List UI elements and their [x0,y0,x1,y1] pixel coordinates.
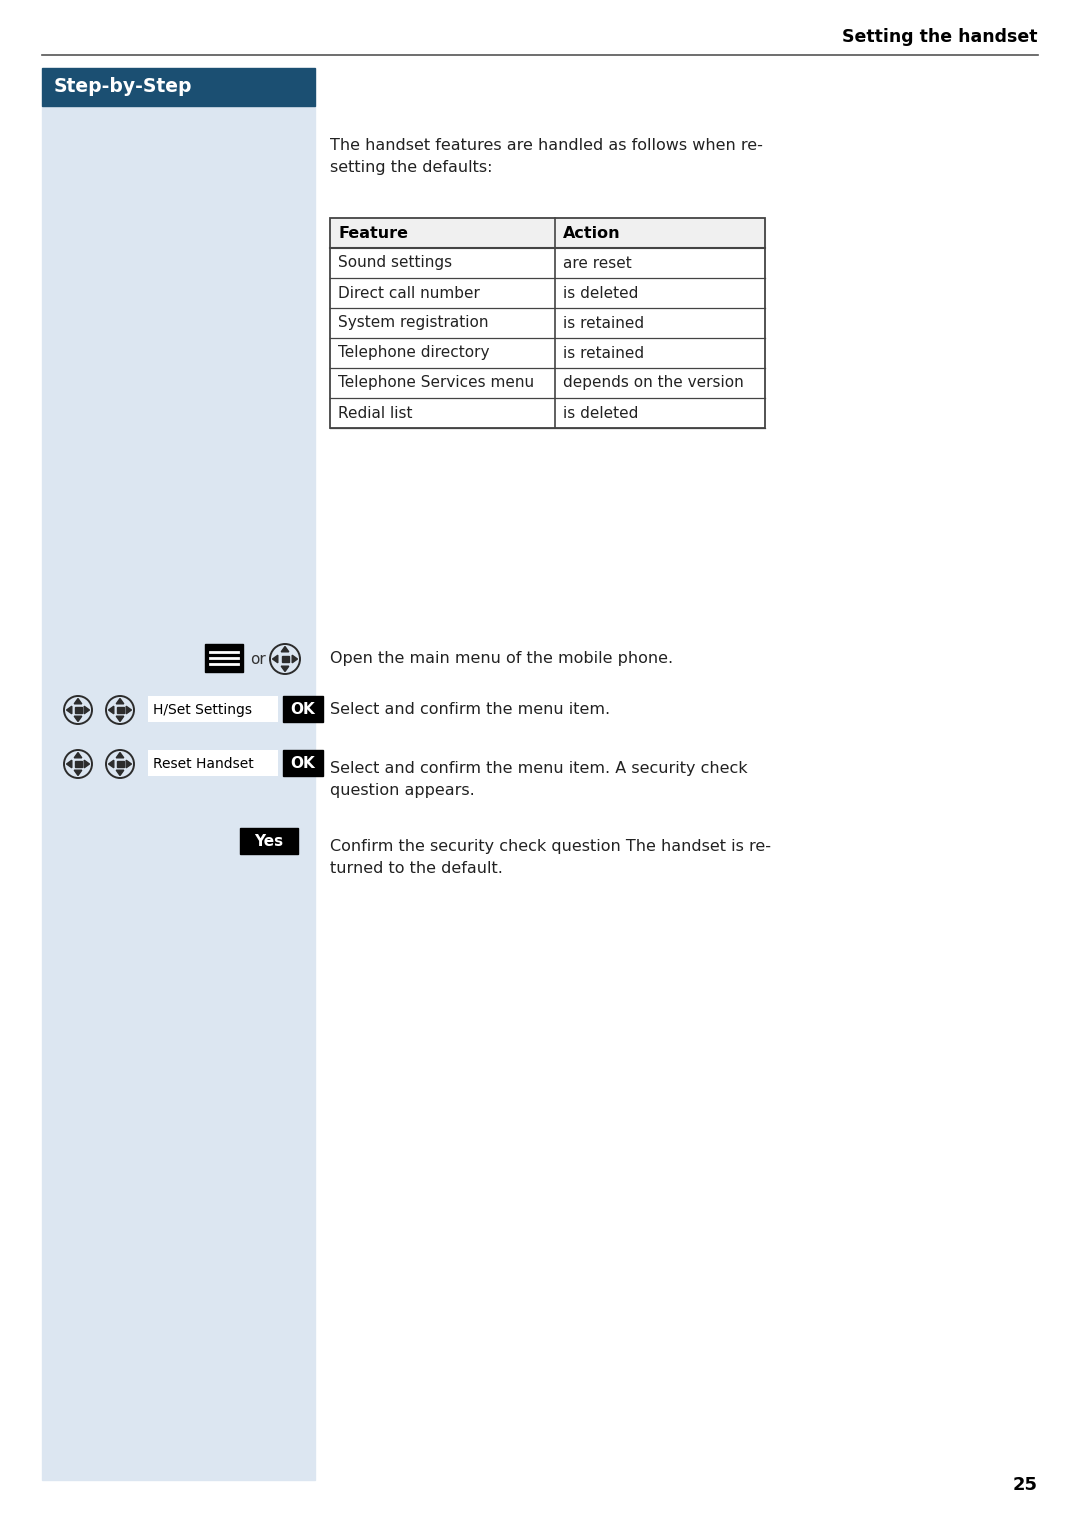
Bar [42,106,315,1480]
Text: Feature: Feature [338,225,408,240]
Bar [117,706,123,713]
Bar [282,656,288,662]
Text: Redial list: Redial list [338,405,413,420]
Text: Step-by-Step: Step-by-Step [54,78,192,96]
Text: is retained: is retained [563,315,644,330]
Text: Direct call number: Direct call number [338,286,480,301]
Polygon shape [281,647,288,651]
Polygon shape [75,716,82,722]
Bar [148,696,278,722]
Bar [330,219,765,428]
Text: System registration: System registration [338,315,488,330]
Polygon shape [117,699,124,703]
Text: 25: 25 [1013,1475,1038,1494]
Bar [205,644,243,673]
Text: Sound settings: Sound settings [338,255,453,271]
Polygon shape [67,760,71,768]
Polygon shape [117,752,124,758]
Text: OK: OK [291,702,315,717]
Bar [42,67,315,106]
Polygon shape [293,656,297,662]
Text: Telephone directory: Telephone directory [338,346,489,361]
Bar [75,706,81,713]
Bar [117,761,123,768]
Text: Select and confirm the menu item.: Select and confirm the menu item. [330,702,610,717]
Polygon shape [108,706,113,714]
Text: H/Set Settings: H/Set Settings [153,703,252,717]
Polygon shape [281,667,288,671]
Polygon shape [67,706,71,714]
Bar [240,829,298,855]
Text: OK: OK [291,757,315,772]
Polygon shape [126,760,132,768]
Bar [283,696,323,722]
Bar [148,751,278,777]
Polygon shape [272,656,278,662]
Text: Setting the handset: Setting the handset [842,28,1038,46]
Polygon shape [75,699,82,703]
Text: Telephone Services menu: Telephone Services menu [338,376,535,390]
Text: Confirm the security check question The handset is re-
turned to the default.: Confirm the security check question The … [330,839,771,876]
Text: are reset: are reset [563,255,632,271]
Polygon shape [84,760,90,768]
Polygon shape [117,716,124,722]
Bar [283,751,323,777]
Polygon shape [117,771,124,775]
Text: Select and confirm the menu item. A security check
question appears.: Select and confirm the menu item. A secu… [330,761,747,798]
Text: or: or [249,651,266,667]
Text: depends on the version: depends on the version [563,376,744,390]
Text: Open the main menu of the mobile phone.: Open the main menu of the mobile phone. [330,651,673,667]
Text: Yes: Yes [255,835,284,850]
Text: is deleted: is deleted [563,286,638,301]
Text: The handset features are handled as follows when re-
setting the defaults:: The handset features are handled as foll… [330,138,762,174]
Polygon shape [75,771,82,775]
Polygon shape [75,752,82,758]
Text: Reset Handset: Reset Handset [153,757,254,771]
Polygon shape [126,706,132,714]
Bar [75,761,81,768]
Text: Action: Action [563,225,621,240]
Bar [330,219,765,248]
Text: is deleted: is deleted [563,405,638,420]
Polygon shape [108,760,113,768]
Text: is retained: is retained [563,346,644,361]
Polygon shape [84,706,90,714]
